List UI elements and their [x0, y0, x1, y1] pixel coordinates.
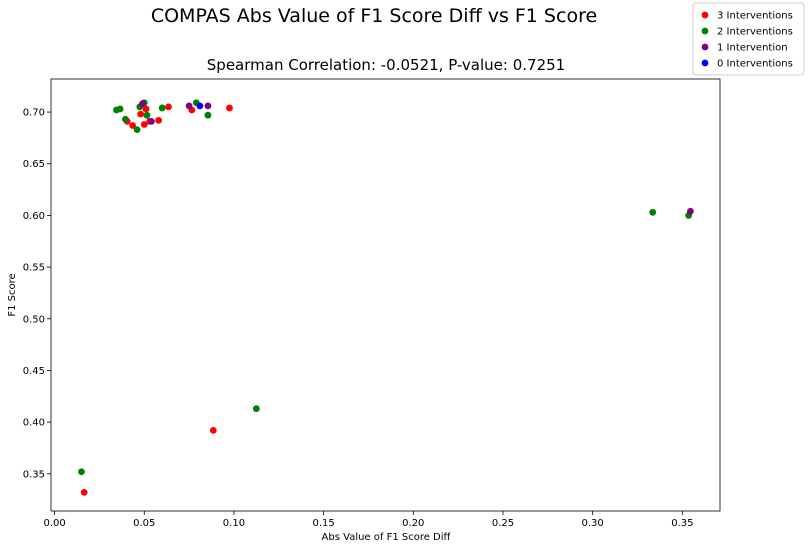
x-tick-label: 0.05: [133, 518, 155, 529]
chart-suptitle: COMPAS Abs Value of F1 Score Diff vs F1 …: [151, 5, 597, 27]
legend: 3 Interventions 2 Interventions 1 Interven…: [692, 2, 805, 76]
data-point-2-interventions: [116, 105, 124, 113]
y-tick-label: 0.50: [23, 314, 45, 325]
y-tick-label: 0.55: [23, 263, 45, 274]
legend-marker: [701, 11, 709, 19]
chart-title: Spearman Correlation: -0.0521, P-value: …: [207, 56, 565, 74]
data-point-3-interventions: [80, 488, 88, 496]
data-point-2-interventions: [252, 405, 260, 413]
x-tick-label: 0.30: [582, 518, 604, 529]
data-point-3-interventions: [155, 116, 163, 124]
data-point-1-intervention: [687, 207, 694, 215]
x-tick-label: 0.20: [402, 518, 424, 529]
y-tick-label: 0.65: [23, 159, 45, 170]
data-point-1-intervention: [139, 100, 146, 108]
y-tick-label: 0.60: [23, 211, 45, 222]
data-point-1-intervention: [185, 102, 193, 110]
legend-marker: [701, 59, 709, 67]
data-point-3-interventions: [137, 110, 145, 118]
data-point-2-interventions: [204, 111, 212, 119]
y-axis-label: F1 Score: [7, 273, 18, 316]
x-tick-label: 0.25: [492, 518, 514, 529]
data-point-3-interventions: [226, 104, 233, 112]
data-point-1-intervention: [148, 117, 155, 125]
x-tick-label: 0.10: [223, 518, 245, 529]
data-point-1-intervention: [204, 102, 212, 110]
x-tick-label: 0.35: [671, 518, 693, 529]
legend-label: 0 Interventions: [717, 59, 793, 70]
y-tick-label: 0.35: [23, 469, 45, 480]
data-point-3-interventions: [129, 122, 137, 129]
x-tick-label: 0.00: [43, 518, 65, 529]
data-point-2-interventions: [649, 208, 657, 216]
data-point-3-interventions: [165, 103, 172, 111]
data-point-2-interventions: [158, 104, 166, 112]
data-point-2-interventions: [78, 468, 85, 476]
legend-marker: [701, 27, 709, 35]
legend-marker: [701, 43, 709, 51]
y-tick-label: 0.40: [23, 418, 45, 429]
legend-label: 1 Intervention: [717, 43, 788, 54]
y-tick-label: 0.70: [23, 108, 45, 119]
legend-label: 3 Interventions: [717, 11, 793, 22]
legend-frame: [692, 2, 805, 76]
data-point-3-interventions: [140, 121, 148, 128]
data-point-0-interventions: [196, 102, 204, 110]
plot-frame: [50, 78, 721, 512]
x-axis-label: Abs Value of F1 Score Diff: [322, 532, 452, 543]
data-point-2-interventions: [122, 115, 129, 123]
data-point-2-interventions: [133, 126, 141, 134]
data-point-3-interventions: [209, 426, 217, 434]
legend-label: 2 Interventions: [717, 27, 793, 38]
data-point-3-interventions: [142, 105, 150, 113]
y-tick-label: 0.45: [23, 366, 45, 377]
plot-area: 0.00 0.05 0.10 0.15 0.20 0.25 0.30 0.35 0.35 0.40…: [23, 78, 721, 529]
x-tick-label: 0.15: [312, 518, 334, 529]
data-point-2-interventions: [143, 111, 151, 119]
